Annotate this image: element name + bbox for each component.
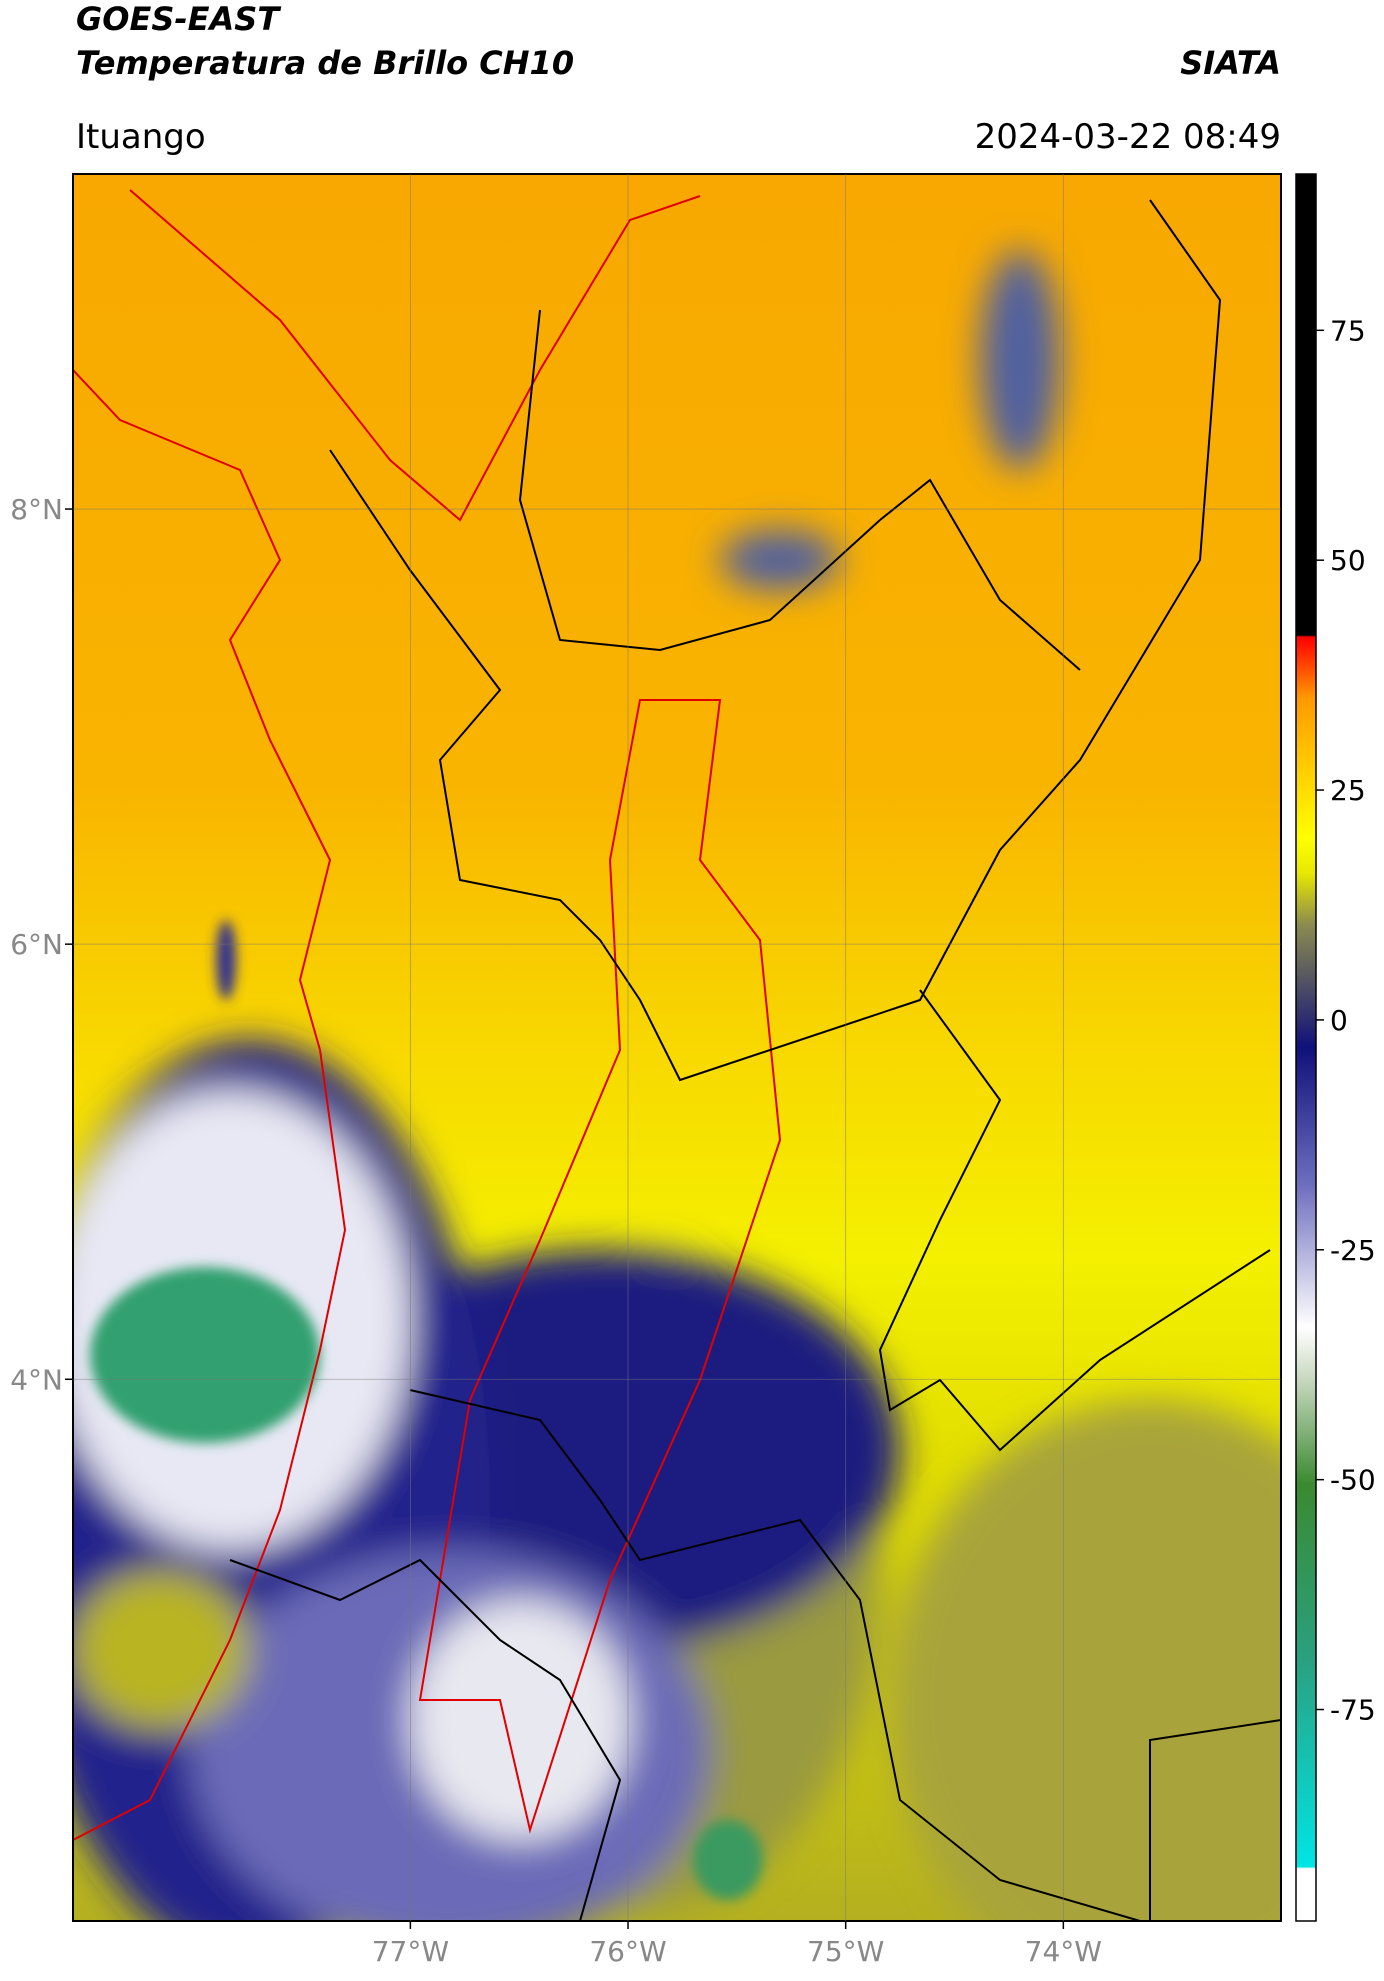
colorbar-tick-label: -75 [1330,1694,1376,1727]
satellite-image [73,174,1281,1921]
colorbar-tick-label: -25 [1330,1234,1376,1267]
colorbar [1295,173,1317,1922]
colorbar-tick-label: 0 [1330,1004,1348,1037]
datetime: 2024-03-22 08:49 [975,117,1281,157]
location: Ituango [76,117,206,157]
lon-tick-label: 74°W [1025,1935,1102,1968]
subtitle: Temperatura de Brillo CH10 [76,44,574,82]
colorbar-tick-label: 50 [1330,544,1366,577]
colorbar-tick-label: -50 [1330,1464,1376,1497]
lat-tick-label: 4°N [10,1363,63,1396]
lon-tick-label: 77°W [372,1935,449,1968]
map-frame [72,173,1282,1922]
lon-tick-label: 76°W [589,1935,666,1968]
lat-tick-label: 6°N [10,928,63,961]
boundaries [73,189,1281,1921]
colorbar-tick-label: 25 [1330,774,1366,807]
lat-tick-label: 8°N [10,493,63,526]
lon-tick-label: 75°W [807,1935,884,1968]
title: GOES-EAST [76,0,281,38]
brand: SIATA [1180,44,1281,82]
colorbar-tick-label: 75 [1330,314,1366,347]
